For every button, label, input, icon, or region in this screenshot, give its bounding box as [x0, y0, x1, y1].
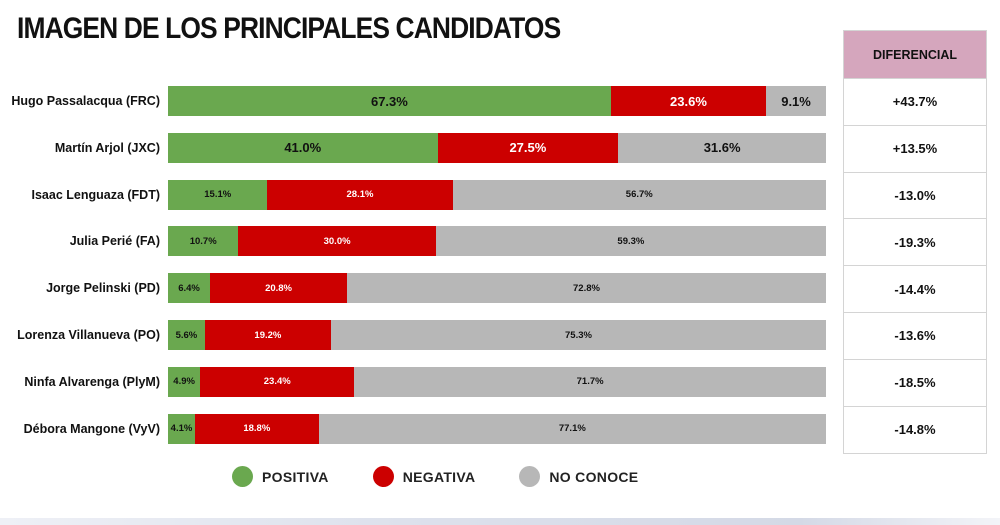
negative-segment: 18.8% [194, 413, 319, 444]
stacked-bar: 10.7% 30.0% 59.3% [168, 226, 826, 257]
negative-segment: 20.8% [210, 273, 347, 304]
data-label: 19.2% [254, 329, 282, 341]
no-conoce-segment: 31.6% [618, 132, 826, 163]
data-label: 41.0% [284, 140, 322, 156]
legend-item-no-conoce: NO CONOCE [519, 466, 638, 487]
stacked-bar: 6.4% 20.8% 72.8% [168, 273, 826, 304]
data-label: 77.1% [558, 423, 586, 435]
stacked-bar: 4.1% 18.8% 77.1% [168, 413, 826, 444]
data-label: 4.9% [173, 376, 195, 388]
no-conoce-dot-icon [519, 466, 541, 487]
negative-segment: 27.5% [437, 132, 619, 163]
data-label: 20.8% [265, 282, 292, 294]
stacked-bar: 15.1% 28.1% 56.7% [168, 179, 826, 210]
legend-item-negativa: NEGATIVA [372, 466, 476, 487]
no-conoce-segment: 72.8% [346, 273, 826, 304]
data-label: 23.4% [263, 376, 291, 388]
negative-segment: 28.1% [267, 179, 453, 210]
data-label: 10.7% [189, 235, 217, 247]
positive-segment: 10.7% [168, 226, 239, 257]
diferencial-cell: +13.5% [844, 126, 986, 173]
positive-segment: 15.1% [168, 179, 268, 210]
no-conoce-segment: 56.7% [452, 179, 826, 210]
legend: POSITIVA NEGATIVA NO CONOCE [232, 466, 682, 487]
candidate-label: Martín Arjol (JXC) [54, 140, 160, 155]
no-conoce-segment: 75.3% [331, 320, 826, 350]
data-label: 56.7% [625, 189, 653, 201]
data-label: 75.3% [565, 329, 592, 341]
negative-segment: 30.0% [238, 226, 436, 257]
positive-segment: 4.9% [168, 366, 201, 397]
candidate-label: Débora Mangone (VyV) [23, 421, 160, 436]
data-label: 18.8% [243, 423, 271, 435]
candidate-label: Hugo Passalacqua (FRC) [11, 94, 160, 108]
data-label: 31.6% [703, 140, 741, 156]
positive-segment: 41.0% [168, 132, 438, 163]
stacked-bar: 67.3% 23.6% 9.1% [168, 86, 826, 116]
no-conoce-segment: 9.1% [766, 86, 826, 116]
diferencial-table: DIFERENCIAL +43.7% +13.5% -13.0% -19.3% -14.… [843, 30, 987, 455]
positive-segment: 5.6% [168, 320, 205, 350]
candidate-label: Ninfa Alvarenga (PlyM) [24, 374, 160, 389]
negative-segment: 19.2% [204, 320, 331, 350]
positive-segment: 6.4% [168, 273, 211, 304]
data-label: 9.1% [781, 93, 811, 109]
positive-dot-icon [232, 466, 253, 487]
negative-segment: 23.4% [200, 366, 355, 397]
diferencial-cell: -18.5% [844, 360, 986, 407]
footer-decoration [0, 518, 1000, 525]
data-label: 23.6% [670, 93, 707, 109]
diferencial-cell: -19.3% [844, 219, 986, 267]
diferencial-cell: +43.7% [844, 79, 986, 126]
negative-dot-icon [372, 466, 394, 487]
diferencial-cell: -14.8% [894, 422, 936, 438]
data-label: 15.1% [204, 189, 232, 201]
no-conoce-segment: 77.1% [318, 413, 826, 444]
positive-segment: 4.1% [168, 413, 195, 444]
data-label: 59.3% [617, 235, 645, 247]
legend-label: NO CONOCE [549, 468, 639, 485]
data-label: 5.6% [175, 329, 198, 341]
data-label: 28.1% [346, 189, 374, 201]
diferencial-cell: -14.4% [844, 266, 986, 313]
no-conoce-segment: 71.7% [354, 366, 826, 397]
data-label: 71.7% [576, 376, 604, 388]
diferencial-cell: -13.0% [844, 173, 986, 220]
stacked-bar: 41.0% 27.5% 31.6% [168, 132, 826, 163]
negative-segment: 23.6% [610, 86, 767, 116]
candidate-label: Lorenza Villanueva (PO) [17, 328, 160, 342]
data-label: 72.8% [573, 282, 600, 294]
stacked-bar: 4.9% 23.4% 71.7% [168, 366, 826, 397]
positive-segment: 67.3% [168, 86, 611, 116]
chart-title: IMAGEN DE LOS PRINCIPALES CANDIDATOS [17, 12, 561, 45]
candidate-label: Isaac Lenguaza (FDT) [31, 187, 161, 202]
stacked-bar: 5.6% 19.2% 75.3% [168, 320, 826, 350]
legend-label: POSITIVA [262, 468, 329, 485]
candidate-label: Jorge Pelinski (PD) [46, 281, 160, 296]
data-label: 4.1% [170, 423, 193, 435]
legend-item-positiva: POSITIVA [232, 466, 329, 487]
diferencial-header: DIFERENCIAL [844, 31, 986, 79]
data-label: 30.0% [323, 235, 351, 247]
candidate-label: Julia Perié (FA) [69, 234, 160, 249]
legend-label: NEGATIVA [402, 468, 476, 485]
diferencial-cell: -13.6% [844, 313, 986, 360]
data-label: 67.3% [370, 93, 408, 109]
no-conoce-segment: 59.3% [435, 226, 826, 257]
data-label: 27.5% [509, 140, 547, 156]
data-label: 6.4% [178, 282, 200, 294]
